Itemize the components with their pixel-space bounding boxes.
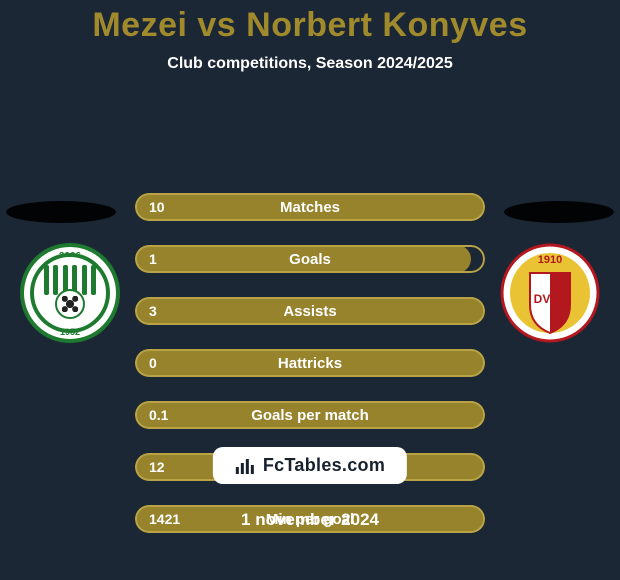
footer-logo: FcTables.com bbox=[213, 447, 407, 484]
player-shadow-left bbox=[6, 201, 116, 223]
crest-left-year-bottom: 1952 bbox=[24, 327, 116, 337]
stat-label: Assists bbox=[135, 303, 485, 320]
subtitle: Club competitions, Season 2024/2025 bbox=[167, 55, 452, 73]
stat-row: 0.1Goals per match bbox=[135, 401, 485, 429]
stat-row: 10Matches bbox=[135, 193, 485, 221]
crest-right-svg: 1910 DVTK bbox=[500, 243, 600, 343]
stat-row: 1Goals bbox=[135, 245, 485, 273]
crest-right: 1910 DVTK bbox=[500, 243, 600, 343]
club-badge-right: 1910 DVTK bbox=[500, 243, 600, 343]
content-root: Mezei vs Norbert Konyves Club competitio… bbox=[0, 0, 620, 580]
stat-row: 3Assists bbox=[135, 297, 485, 325]
crest-left-ball-icon bbox=[55, 289, 85, 319]
arena: 2006 1952 1910 DVTK bbox=[0, 73, 620, 580]
page-title: Mezei vs Norbert Konyves bbox=[92, 6, 527, 45]
bar-chart-icon bbox=[235, 457, 255, 475]
footer-date: 1 november 2024 bbox=[0, 510, 620, 530]
club-badge-left: 2006 1952 bbox=[20, 243, 120, 343]
crest-left-outer: 2006 1952 bbox=[20, 243, 120, 343]
stat-row: 0Hattricks bbox=[135, 349, 485, 377]
crest-right-year: 1910 bbox=[538, 254, 562, 266]
stat-label: Hattricks bbox=[135, 355, 485, 372]
stat-label: Matches bbox=[135, 199, 485, 216]
crest-left-inner bbox=[30, 253, 110, 333]
stat-label: Goals bbox=[135, 251, 485, 268]
footer-logo-text: FcTables.com bbox=[263, 455, 385, 476]
crest-right-label: DVTK bbox=[534, 292, 567, 306]
player-shadow-right bbox=[504, 201, 614, 223]
stat-label: Goals per match bbox=[135, 407, 485, 424]
